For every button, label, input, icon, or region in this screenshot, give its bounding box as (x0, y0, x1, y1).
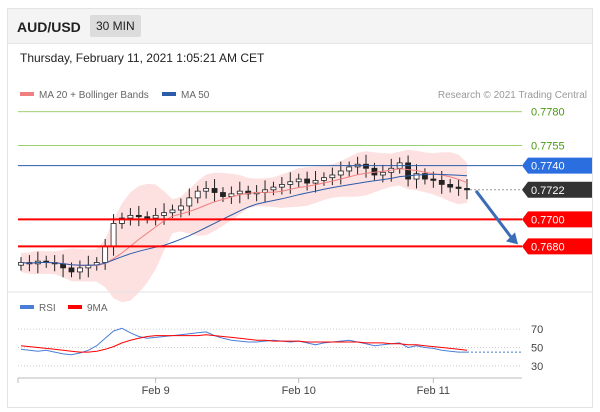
level-label-0.7780: 0.7780 (531, 107, 565, 119)
x-tick-label: Feb 11 (417, 385, 450, 397)
candle-body (312, 179, 319, 184)
candle-body (295, 178, 302, 183)
level-tag-0.7680 (522, 238, 592, 255)
candle-body (464, 188, 470, 191)
candle-body (379, 171, 386, 176)
candle-body (194, 190, 201, 199)
rsi-ma9-line (20, 334, 468, 353)
candle-body (152, 214, 159, 219)
ma20-legend-label: MA 20 + Bollinger Bands (39, 90, 149, 101)
candle-body (161, 212, 167, 216)
level-label-0.7755: 0.7755 (531, 140, 565, 152)
candle-body (177, 205, 184, 211)
forecast-arrow-head (506, 232, 518, 245)
candle-body (447, 184, 454, 188)
candle-body (430, 178, 437, 181)
candle-body (77, 267, 83, 273)
candle-body (102, 245, 109, 263)
x-axis-ticks: Feb 9 Feb 10 Feb 11 (17, 378, 450, 397)
candle-body (119, 217, 125, 224)
candle-body (287, 181, 294, 185)
candle-body (270, 186, 277, 191)
candle-body (363, 163, 369, 169)
level-tag-0.7700 (522, 211, 592, 228)
candle-body (60, 263, 66, 269)
ma50-legend-label: MA 50 (181, 90, 210, 101)
candle-body (169, 209, 176, 214)
chart-header: AUD/USD 30 MIN (8, 9, 592, 44)
candle-body (413, 173, 420, 180)
candle-body (220, 192, 226, 197)
candle-body (278, 184, 285, 188)
rsi-line (20, 327, 467, 356)
candle-body (455, 186, 462, 189)
level-label-0.7740: 0.7740 (531, 161, 565, 173)
candle-body (236, 190, 243, 195)
levels-layer: 0.7780 0.7755 0.7740 0.7722 0.7700 0.7680 (18, 107, 592, 255)
ma9-legend-label: 9MA (87, 303, 108, 314)
level-tag-0.7740 (522, 157, 592, 174)
rsi-legend-swatch (20, 305, 34, 309)
candle-body (304, 178, 311, 184)
rsi-tick-50: 50 (531, 343, 543, 355)
price-panel (18, 149, 470, 303)
bollinger-band (21, 149, 467, 303)
candle-body (203, 188, 210, 192)
ma20-legend-swatch (20, 92, 34, 96)
level-tag-0.7722 (522, 181, 592, 198)
candle-body (110, 223, 117, 247)
timestamp: Thursday, February 11, 2021 1:05:21 AM C… (20, 51, 265, 65)
rsi-tick-30: 30 (531, 361, 543, 373)
ma9-legend-swatch (68, 305, 82, 309)
candle-body (329, 174, 336, 179)
level-label-0.7722: 0.7722 (531, 185, 565, 197)
candle-body (422, 173, 428, 180)
candle-body (346, 166, 353, 172)
candle-body (68, 267, 75, 273)
candle-body (127, 214, 134, 219)
candle-body (186, 197, 193, 207)
ma50-line (20, 173, 468, 266)
x-tick-label: Feb 10 (282, 385, 316, 397)
forecast-arrow-shaft (474, 189, 514, 240)
research-credit: Research © 2021 Trading Central (438, 90, 587, 101)
x-tick-label: Feb 9 (142, 385, 170, 397)
rsi-panel: 70 50 30 (18, 324, 543, 373)
ma50-legend-swatch (162, 92, 176, 96)
candle-body (405, 162, 411, 180)
rsi-legend-label: RSI (39, 303, 56, 314)
rsi-tick-70: 70 (531, 324, 543, 336)
candle-body (144, 216, 151, 219)
candle-body (337, 170, 344, 176)
symbol-label: AUD/USD (17, 19, 81, 35)
level-label-0.7680: 0.7680 (531, 241, 565, 253)
candle-body (321, 177, 327, 181)
candle-body (211, 188, 218, 193)
candle-body (438, 179, 445, 185)
timeframe-badge[interactable]: 30 MIN (90, 15, 141, 37)
candle-body (135, 214, 142, 218)
level-label-0.7700: 0.7700 (531, 214, 565, 226)
